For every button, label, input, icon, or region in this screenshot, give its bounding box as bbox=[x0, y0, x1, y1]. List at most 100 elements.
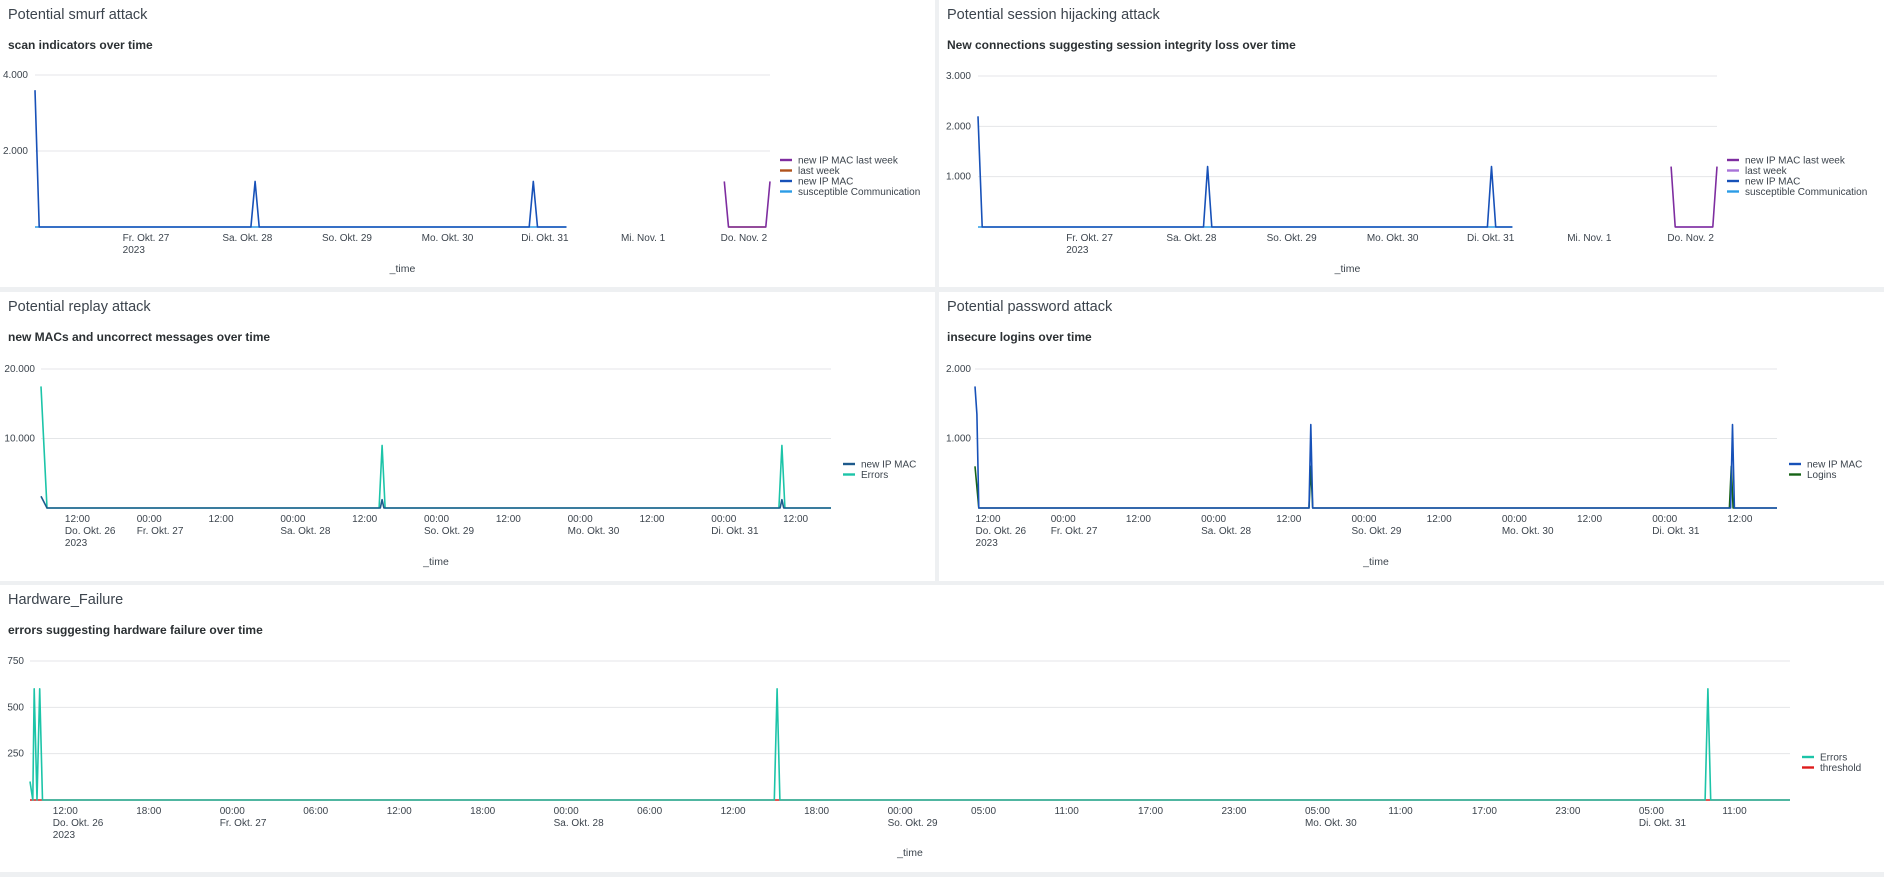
legend-item-new-ip-mac[interactable]: new IP MAC bbox=[843, 460, 916, 471]
legend-label: Errors bbox=[861, 470, 888, 481]
x-tick-line: 18:00 bbox=[470, 806, 495, 817]
x-tick-line: 00:00 bbox=[137, 514, 162, 525]
x-tick-line: 17:00 bbox=[1138, 806, 1163, 817]
x-tick-line: Do. Okt. 26 bbox=[976, 526, 1027, 537]
legend-item-threshold[interactable]: threshold bbox=[1802, 763, 1861, 774]
panel-title: Potential smurf attack bbox=[8, 7, 148, 23]
x-tick-line: 06:00 bbox=[303, 806, 328, 817]
x-tick-label: 00:00 So. Okt. 29 bbox=[1351, 514, 1401, 537]
series-line-new-ip-mac-last-week[interactable] bbox=[723, 181, 771, 228]
legend-label: susceptible Communication bbox=[798, 187, 920, 198]
x-tick-label: 23:00 bbox=[1555, 806, 1580, 817]
x-tick-label: 00:00 Fr. Okt. 27 bbox=[220, 806, 267, 829]
x-tick-label: So. Okt. 29 bbox=[1267, 233, 1317, 244]
x-tick-line: Sa. Okt. 28 bbox=[1201, 526, 1251, 537]
x-tick-line: 12:00 bbox=[1276, 514, 1301, 525]
y-tick-label: 4.000 bbox=[3, 70, 28, 81]
legend-item-logins[interactable]: Logins bbox=[1789, 470, 1836, 481]
series-line-new-ip-mac[interactable] bbox=[34, 90, 567, 228]
x-tick-line: 12:00 bbox=[1727, 514, 1752, 525]
x-tick-line: 00:00 bbox=[1652, 514, 1677, 525]
x-tick-label: 00:00 Fr. Okt. 27 bbox=[1051, 514, 1098, 537]
x-tick-label: 05:00 Mo. Okt. 30 bbox=[1305, 806, 1357, 829]
series-line-new-ip-mac-last-week[interactable] bbox=[1670, 166, 1718, 228]
x-tick-line: 12:00 bbox=[209, 514, 234, 525]
legend-item-errors[interactable]: Errors bbox=[1802, 753, 1847, 764]
legend-item-new-ip-mac-last-week[interactable]: new IP MAC last week bbox=[780, 156, 899, 167]
x-tick-line: 12:00 bbox=[53, 806, 78, 817]
legend-item-new-ip-mac[interactable]: new IP MAC bbox=[1789, 460, 1862, 471]
legend-item-errors[interactable]: Errors bbox=[843, 470, 888, 481]
x-tick-label: 12:00 Do. Okt. 26 2023 bbox=[976, 514, 1027, 549]
x-tick-label: 12:00 bbox=[1727, 514, 1752, 525]
x-tick-line: 11:00 bbox=[1722, 806, 1747, 817]
legend-label: threshold bbox=[1820, 763, 1861, 774]
x-tick-line: 12:00 bbox=[352, 514, 377, 525]
x-tick-line: Di. Okt. 31 bbox=[521, 233, 569, 244]
legend-label: Errors bbox=[1820, 753, 1847, 764]
y-tick-label: 2.000 bbox=[946, 364, 971, 375]
x-tick-line: Sa. Okt. 28 bbox=[222, 233, 272, 244]
x-tick-line: Mo. Okt. 30 bbox=[1305, 818, 1357, 829]
x-tick-line: 00:00 bbox=[1502, 514, 1527, 525]
legend-item-last-week[interactable]: last week bbox=[1727, 166, 1788, 177]
x-tick-line: 2023 bbox=[976, 538, 999, 549]
x-tick-line: 18:00 bbox=[804, 806, 829, 817]
x-tick-line: 00:00 bbox=[1051, 514, 1076, 525]
y-tick-label: 1.000 bbox=[946, 434, 971, 445]
series-line-new-ip-mac[interactable] bbox=[977, 116, 1513, 228]
x-tick-line: 12:00 bbox=[496, 514, 521, 525]
x-tick-label: 17:00 bbox=[1138, 806, 1163, 817]
x-tick-line: 00:00 bbox=[280, 514, 305, 525]
x-tick-line: 00:00 bbox=[711, 514, 736, 525]
x-tick-label: Mi. Nov. 1 bbox=[621, 233, 666, 244]
panel-title: Hardware_Failure bbox=[8, 592, 124, 608]
x-tick-line: Fr. Okt. 27 bbox=[1051, 526, 1098, 537]
x-tick-line: 05:00 bbox=[971, 806, 996, 817]
x-tick-label: 05:00 bbox=[971, 806, 996, 817]
x-tick-line: Do. Okt. 26 bbox=[65, 526, 116, 537]
x-tick-label: 12:00 bbox=[639, 514, 664, 525]
x-tick-line: 2023 bbox=[123, 245, 146, 256]
session-hijacking-line-chart: 1.000 2.000 3.000 Fr. Okt. 27 2023 Sa. Okt. 2… bbox=[946, 71, 1867, 275]
x-tick-line: 12:00 bbox=[1427, 514, 1452, 525]
panel-smurf-attack: Potential smurf attack scan indicators o… bbox=[0, 0, 935, 287]
x-tick-line: 05:00 bbox=[1305, 806, 1330, 817]
legend-item-susceptible-communication[interactable]: susceptible Communication bbox=[780, 187, 920, 198]
x-tick-line: 00:00 bbox=[888, 806, 913, 817]
legend-label: Logins bbox=[1807, 470, 1836, 481]
x-axis-label: _time bbox=[896, 847, 923, 859]
x-tick-label: Mi. Nov. 1 bbox=[1567, 233, 1612, 244]
x-tick-label: 00:00 Sa. Okt. 28 bbox=[554, 806, 604, 829]
series-line-errors[interactable] bbox=[29, 688, 1790, 801]
x-tick-line: 12:00 bbox=[783, 514, 808, 525]
x-tick-label: 05:00 Di. Okt. 31 bbox=[1639, 806, 1687, 829]
panel-subtitle: new MACs and uncorrect messages over tim… bbox=[8, 330, 271, 344]
y-tick-label: 10.000 bbox=[4, 434, 35, 445]
x-tick-line: Di. Okt. 31 bbox=[1652, 526, 1700, 537]
legend-item-susceptible-communication[interactable]: susceptible Communication bbox=[1727, 187, 1867, 198]
legend-item-new-ip-mac[interactable]: new IP MAC bbox=[1727, 177, 1800, 188]
x-axis-label: _time bbox=[389, 263, 416, 275]
x-tick-line: 00:00 bbox=[220, 806, 245, 817]
series-line-logins[interactable] bbox=[974, 465, 1777, 509]
legend-label: last week bbox=[1745, 166, 1788, 177]
x-tick-line: 2023 bbox=[53, 830, 76, 841]
legend-item-last-week[interactable]: last week bbox=[780, 166, 841, 177]
panel-title: Potential password attack bbox=[947, 299, 1113, 315]
y-tick-label: 20.000 bbox=[4, 364, 35, 375]
x-tick-label: 06:00 bbox=[303, 806, 328, 817]
legend-label: new IP MAC bbox=[1807, 460, 1862, 471]
series-line-new-ip-mac[interactable] bbox=[40, 495, 831, 509]
x-tick-label: 18:00 bbox=[136, 806, 161, 817]
series-line-new-ip-mac[interactable] bbox=[974, 386, 1777, 509]
x-tick-label: 11:00 bbox=[1055, 806, 1080, 817]
x-tick-line: Fr. Okt. 27 bbox=[1066, 233, 1113, 244]
x-tick-line: Mo. Okt. 30 bbox=[568, 526, 620, 537]
series-line-errors[interactable] bbox=[40, 386, 831, 509]
legend-label: susceptible Communication bbox=[1745, 187, 1867, 198]
legend-item-new-ip-mac-last-week[interactable]: new IP MAC last week bbox=[1727, 156, 1846, 167]
legend-item-new-ip-mac[interactable]: new IP MAC bbox=[780, 177, 853, 188]
y-tick-label: 500 bbox=[7, 702, 24, 713]
x-tick-label: 17:00 bbox=[1472, 806, 1497, 817]
